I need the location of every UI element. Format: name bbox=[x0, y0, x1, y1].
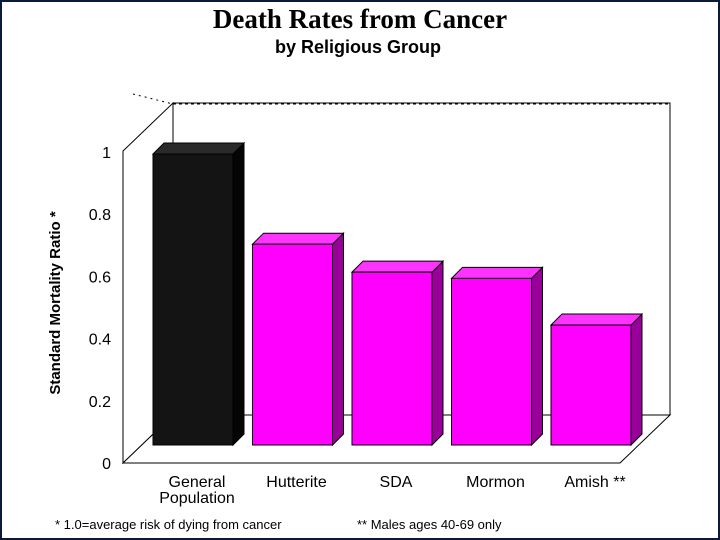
y-tick-label: 0.6 bbox=[89, 269, 111, 286]
x-tick-label: SDA bbox=[380, 474, 413, 491]
bar bbox=[252, 243, 333, 446]
bar-side bbox=[531, 266, 543, 447]
bar-top bbox=[450, 266, 544, 279]
chart-subtitle: by Religious Group bbox=[274, 37, 441, 57]
bar bbox=[351, 271, 433, 446]
reference-line-side bbox=[132, 93, 174, 105]
frame-bottom bbox=[0, 538, 720, 540]
frame-right bbox=[718, 0, 720, 540]
bar-top bbox=[251, 232, 345, 245]
chart-title: Death Rates from Cancer bbox=[212, 4, 508, 34]
footnote-average: * 1.0=average risk of dying from cancer bbox=[55, 517, 282, 532]
bar bbox=[550, 324, 632, 446]
x-tick-label: Mormon bbox=[466, 474, 525, 491]
bar bbox=[152, 153, 234, 446]
x-tick-label: Population bbox=[159, 490, 235, 507]
bar-side bbox=[431, 259, 444, 447]
bar-side bbox=[630, 312, 643, 447]
x-tick-label: Amish ** bbox=[564, 474, 625, 491]
bar-top bbox=[350, 260, 445, 273]
y-tick-label: 0.8 bbox=[89, 207, 111, 224]
footnote-males: ** Males ages 40-69 only bbox=[357, 517, 502, 532]
bar-side bbox=[232, 141, 245, 447]
frame-left bbox=[0, 0, 2, 540]
x-tick-label: Hutterite bbox=[266, 474, 327, 491]
bar bbox=[451, 277, 532, 446]
y-tick-label: 0.2 bbox=[89, 394, 111, 411]
bar-top bbox=[549, 313, 644, 326]
x-tick-label: General bbox=[169, 474, 226, 491]
frame-top bbox=[0, 0, 720, 2]
y-tick-label: 0.4 bbox=[89, 332, 111, 349]
bar-top bbox=[151, 142, 246, 155]
bar-side bbox=[332, 231, 344, 447]
y-tick-label: 1 bbox=[102, 145, 111, 162]
y-axis-label: Standard Mortality Ratio * bbox=[47, 211, 64, 395]
y-tick-label: 0 bbox=[102, 456, 111, 473]
